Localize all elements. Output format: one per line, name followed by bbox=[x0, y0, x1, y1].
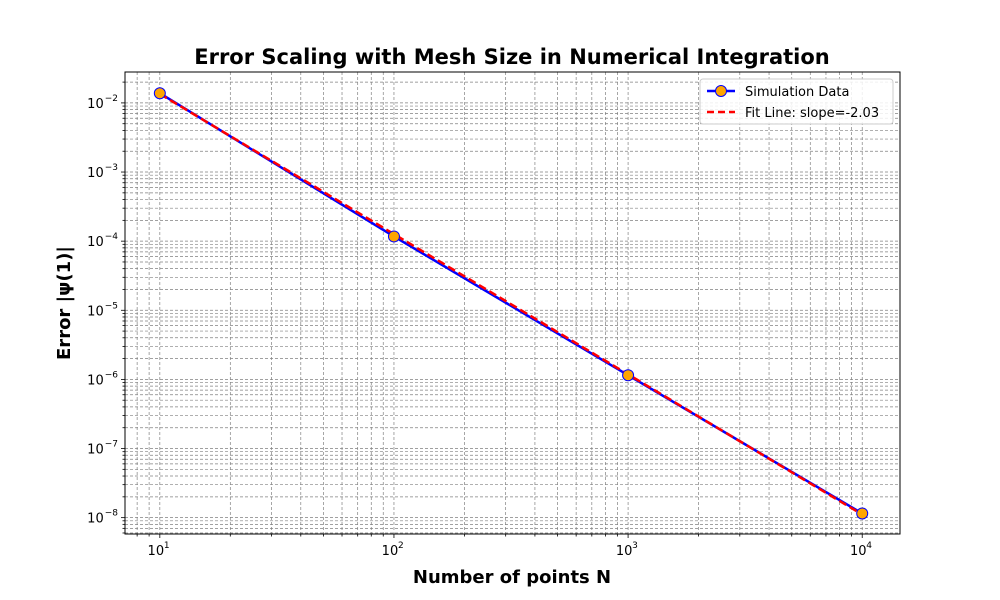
plot-frame bbox=[124, 71, 901, 535]
y-tick-label-exponent: −5 bbox=[105, 301, 118, 311]
x-tick-label-exponent: 2 bbox=[398, 541, 404, 551]
x-tick-label-exponent: 4 bbox=[866, 541, 872, 551]
data-point-simulation bbox=[153, 87, 166, 100]
y-tick-label: 10 bbox=[87, 512, 104, 527]
legend-marker-simulation bbox=[715, 85, 727, 97]
x-tick-label: 10 bbox=[616, 544, 633, 559]
axis-ticks: 10 1 10 2 10 3 10 4−810−710−610−510−410−310−210 bbox=[87, 81, 872, 559]
x-tick-label-exponent: 1 bbox=[164, 541, 170, 551]
y-tick-label-exponent: −4 bbox=[105, 232, 119, 242]
y-tick-label: 10 bbox=[87, 304, 104, 319]
y-tick-label-exponent: −6 bbox=[105, 370, 119, 380]
y-tick-label-exponent: −7 bbox=[105, 440, 118, 450]
legend-label-fit: Fit Line: slope=-2.03 bbox=[745, 106, 879, 121]
y-tick-label: 10 bbox=[87, 235, 104, 250]
y-tick-label: 10 bbox=[87, 166, 104, 181]
x-tick-label: 10 bbox=[148, 544, 165, 559]
grid bbox=[125, 72, 900, 534]
y-axis-label: Error |ψ(1)| bbox=[54, 246, 75, 360]
y-tick-label: 10 bbox=[87, 97, 104, 112]
x-tick-label: 10 bbox=[382, 544, 399, 559]
data-point-simulation bbox=[856, 507, 869, 520]
y-tick-label-exponent: −8 bbox=[105, 509, 119, 519]
x-axis-label: Number of points N bbox=[413, 567, 611, 588]
legend-label-simulation: Simulation Data bbox=[745, 85, 849, 100]
y-tick-label-exponent: −3 bbox=[105, 163, 118, 173]
y-tick-label: 10 bbox=[87, 373, 104, 388]
legend-box bbox=[699, 78, 894, 125]
plot-series bbox=[153, 87, 869, 520]
data-point-simulation bbox=[622, 369, 635, 382]
series-line-fit bbox=[159, 92, 863, 516]
y-tick-label-exponent: −2 bbox=[105, 94, 118, 104]
y-tick-label: 10 bbox=[87, 443, 104, 458]
data-point-simulation bbox=[387, 230, 400, 243]
legend: Simulation Data Fit Line: slope=-2.03 bbox=[699, 78, 894, 125]
chart-title: Error Scaling with Mesh Size in Numerica… bbox=[194, 45, 830, 69]
x-tick-label-exponent: 3 bbox=[632, 541, 638, 551]
x-tick-label: 10 bbox=[850, 544, 867, 559]
